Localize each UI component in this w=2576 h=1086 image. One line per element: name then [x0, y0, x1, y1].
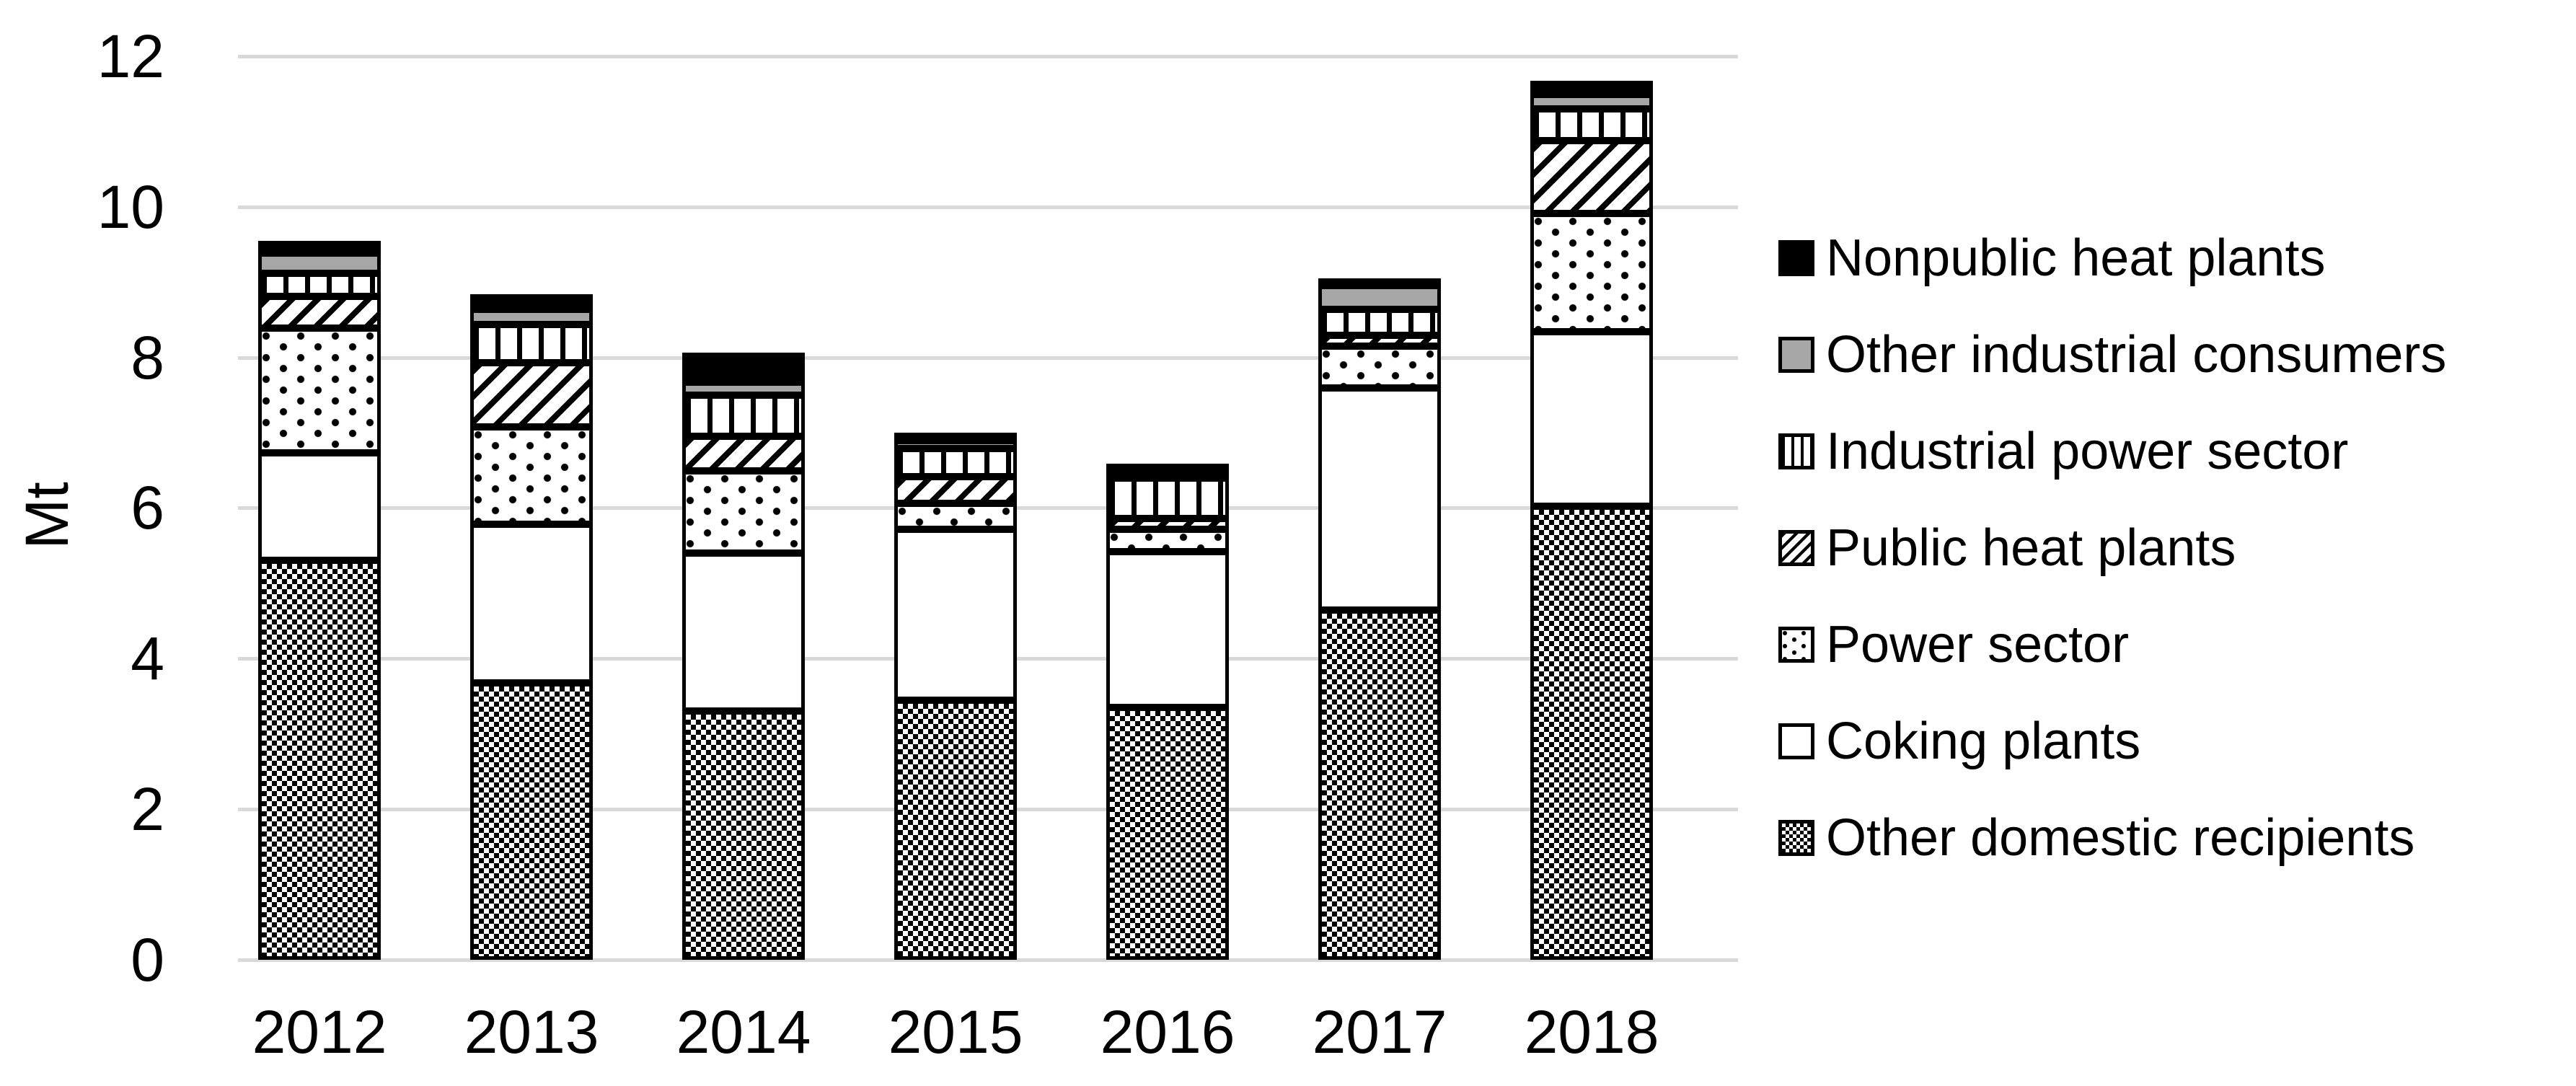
bar-2016: [1106, 464, 1229, 960]
bar-segment-2012-dots: [258, 328, 381, 453]
y-tick-label-6: 6: [131, 474, 164, 542]
bar-segment-2015-diagonal-stripes: [894, 477, 1017, 503]
bar-2013: [470, 294, 593, 960]
x-tick-label-2014: 2014: [676, 998, 811, 1066]
bar-2012: [258, 241, 381, 960]
y-tick-label-4: 4: [131, 624, 164, 693]
legend-swatch-solid-black: [1778, 240, 1814, 276]
bar-segment-2014-vertical-stripes: [682, 395, 805, 436]
x-tick-label-2016: 2016: [1100, 998, 1235, 1066]
x-tick-label-2015: 2015: [888, 998, 1023, 1066]
legend-swatch-solid-gray: [1778, 337, 1814, 373]
legend-item-solid-black: Nonpublic heat plants: [1778, 228, 2325, 288]
legend-item-white: Coking plants: [1778, 711, 2140, 772]
bar-segment-2016-solid-black: [1106, 464, 1229, 471]
bar-segment-2014-solid-gray: [682, 382, 805, 395]
bar-segment-2017-solid-black: [1318, 278, 1441, 286]
bar-segment-2015-solid-gray: [894, 441, 1017, 449]
gridline-y-10: [238, 205, 1738, 209]
legend-swatch-vertical-stripes: [1778, 433, 1814, 469]
bar-segment-2014-solid-black: [682, 353, 805, 382]
bar-segment-2017-solid-gray: [1318, 286, 1441, 309]
bar-segment-2018-solid-gray: [1530, 94, 1653, 109]
bar-segment-2017-dots: [1318, 346, 1441, 388]
y-tick-label-2: 2: [131, 775, 164, 844]
bar-2015: [894, 433, 1017, 960]
bar-segment-2017-vertical-stripes: [1318, 309, 1441, 335]
legend-swatch-checkerboard: [1778, 820, 1814, 856]
bar-2017: [1318, 278, 1441, 960]
bar-segment-2016-white: [1106, 552, 1229, 707]
bar-segment-2018-solid-black: [1530, 81, 1653, 94]
bar-segment-2013-solid-gray: [470, 309, 593, 325]
bar-segment-2014-white: [682, 553, 805, 711]
bar-segment-2018-checkerboard: [1530, 506, 1653, 960]
bar-segment-2012-solid-black: [258, 241, 381, 253]
legend-item-dots: Power sector: [1778, 614, 2129, 675]
y-tick-label-12: 12: [97, 22, 164, 90]
bar-segment-2017-white: [1318, 388, 1441, 610]
gridline-y-8: [238, 356, 1738, 360]
bar-segment-2016-diagonal-stripes: [1106, 518, 1229, 529]
legend-label: Power sector: [1826, 616, 2130, 674]
legend-label: Nonpublic heat plants: [1826, 229, 2326, 287]
bar-segment-2016-dots: [1106, 529, 1229, 552]
bar-segment-2017-diagonal-stripes: [1318, 335, 1441, 346]
bar-segment-2015-dots: [894, 503, 1017, 529]
legend-label: Other domestic recipients: [1826, 809, 2415, 867]
x-tick-label-2012: 2012: [252, 998, 387, 1066]
y-tick-label-8: 8: [131, 323, 164, 392]
bar-segment-2012-solid-gray: [258, 253, 381, 273]
gridline-y-0: [238, 958, 1738, 962]
bar-segment-2013-white: [470, 524, 593, 683]
bar-segment-2013-vertical-stripes: [470, 325, 593, 363]
bar-segment-2018-dots: [1530, 213, 1653, 332]
legend-swatch-white: [1778, 723, 1814, 759]
bar-2014: [682, 353, 805, 960]
y-tick-label-0: 0: [131, 926, 164, 994]
bar-segment-2015-vertical-stripes: [894, 449, 1017, 477]
bar-segment-2018-white: [1530, 332, 1653, 506]
bar-segment-2017-checkerboard: [1318, 610, 1441, 960]
bar-segment-2013-checkerboard: [470, 683, 593, 960]
bar-segment-2013-dots: [470, 427, 593, 524]
bar-segment-2016-solid-gray: [1106, 471, 1229, 478]
legend-label: Other industrial consumers: [1826, 326, 2447, 384]
bar-segment-2012-vertical-stripes: [258, 273, 381, 296]
bar-segment-2016-checkerboard: [1106, 707, 1229, 960]
bar-segment-2012-diagonal-stripes: [258, 296, 381, 328]
legend-swatch-dots: [1778, 627, 1814, 663]
legend-item-checkerboard: Other domestic recipients: [1778, 808, 2414, 868]
gridline-y-12: [238, 54, 1738, 58]
bar-segment-2013-solid-black: [470, 294, 593, 309]
bar-segment-2014-dots: [682, 471, 805, 553]
bar-segment-2013-diagonal-stripes: [470, 363, 593, 427]
x-tick-label-2017: 2017: [1312, 998, 1447, 1066]
bar-segment-2014-diagonal-stripes: [682, 436, 805, 471]
bar-segment-2014-checkerboard: [682, 711, 805, 960]
bar-segment-2012-checkerboard: [258, 560, 381, 960]
legend-item-vertical-stripes: Industrial power sector: [1778, 421, 2348, 482]
bar-2018: [1530, 81, 1653, 960]
legend-swatch-diagonal-stripes: [1778, 530, 1814, 566]
bar-segment-2018-vertical-stripes: [1530, 109, 1653, 141]
legend-label: Coking plants: [1826, 712, 2141, 770]
bar-segment-2015-white: [894, 529, 1017, 700]
bar-segment-2012-white: [258, 453, 381, 560]
x-tick-label-2018: 2018: [1524, 998, 1659, 1066]
x-tick-label-2013: 2013: [464, 998, 599, 1066]
legend-label: Public heat plants: [1826, 519, 2236, 577]
legend-item-solid-gray: Other industrial consumers: [1778, 325, 2446, 385]
y-tick-label-10: 10: [97, 172, 164, 241]
legend-label: Industrial power sector: [1826, 423, 2349, 480]
bar-segment-2015-checkerboard: [894, 700, 1017, 960]
legend-item-diagonal-stripes: Public heat plants: [1778, 518, 2236, 578]
bar-segment-2015-solid-black: [894, 433, 1017, 441]
bar-segment-2018-diagonal-stripes: [1530, 141, 1653, 213]
bar-segment-2016-vertical-stripes: [1106, 478, 1229, 518]
